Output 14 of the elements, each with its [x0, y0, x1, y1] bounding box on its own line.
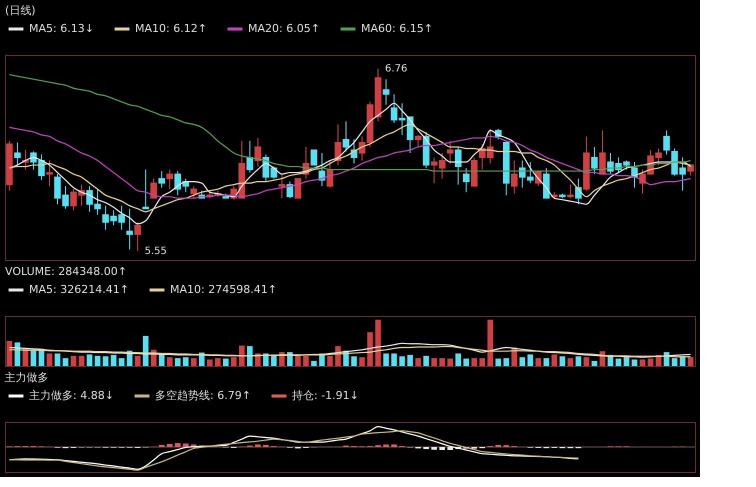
- legend-label: 持仓: -1.91↓: [292, 389, 359, 402]
- chart-title: (日线): [5, 4, 36, 17]
- chart-title: VOLUME: 284348.00↑: [5, 265, 127, 278]
- chart-title: 主力做多: [4, 371, 48, 384]
- legend-label: 主力做多: 4.88↓: [29, 389, 114, 402]
- legend-label: MA10: 274598.41↑: [170, 283, 277, 296]
- legend-label: 多空趋势线: 6.79↑: [155, 389, 251, 402]
- legend-label: MA5: 326214.41↑: [29, 283, 129, 296]
- annotation: 6.76: [385, 64, 408, 75]
- legend-label: MA20: 6.05↑: [248, 22, 320, 35]
- annotation: 5.55: [144, 246, 167, 257]
- legend-label: MA5: 6.13↓: [29, 22, 94, 35]
- legend-label: MA60: 6.15↑: [361, 22, 433, 35]
- legend-label: MA10: 6.12↑: [135, 22, 207, 35]
